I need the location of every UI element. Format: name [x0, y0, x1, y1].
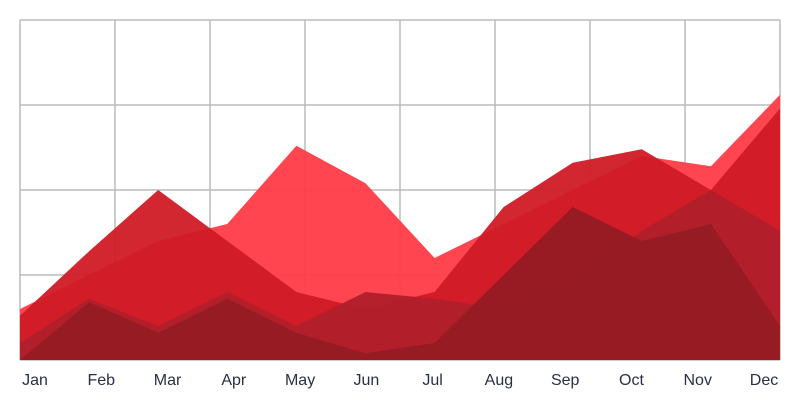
area — [20, 207, 780, 360]
x-tick-label: Dec — [750, 372, 778, 389]
x-tick-label: Feb — [87, 372, 115, 389]
x-tick-label: Apr — [221, 372, 247, 389]
x-tick-label: Mar — [154, 372, 182, 389]
x-tick-label: Jul — [422, 372, 442, 389]
x-tick-label: Nov — [684, 372, 712, 389]
x-tick-label: Sep — [551, 372, 580, 389]
x-tick-label: Oct — [619, 372, 644, 389]
x-tick-label: May — [285, 372, 315, 389]
x-tick-label: Jan — [22, 372, 48, 389]
x-tick-label: Aug — [485, 372, 513, 389]
x-tick-label: Jun — [353, 372, 379, 389]
